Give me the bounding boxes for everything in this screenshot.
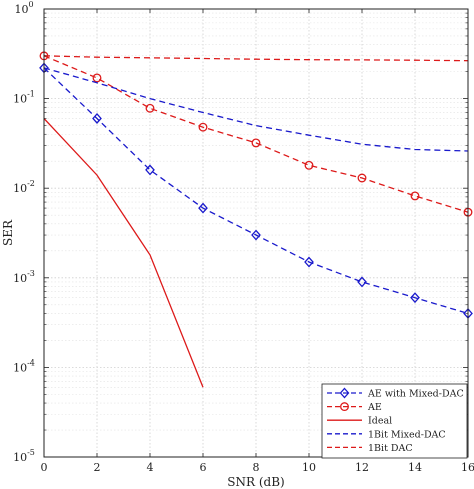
data-point xyxy=(251,229,261,241)
legend-item: 1Bit DAC xyxy=(327,443,413,454)
series-line xyxy=(43,67,469,315)
data-point xyxy=(198,122,208,132)
x-tick-label: 6 xyxy=(200,461,207,474)
series-1bit-dac xyxy=(43,55,469,62)
y-tick-label: 10-5 xyxy=(13,448,35,464)
legend-label: AE with Mixed-DAC xyxy=(367,389,464,400)
legend-label: 1Bit Mixed-DAC xyxy=(368,429,446,440)
y-tick-label: 10-3 xyxy=(13,269,35,285)
x-axis-label: SNR (dB) xyxy=(227,475,284,489)
data-point xyxy=(357,173,367,183)
y-tick-label: 10-4 xyxy=(13,358,35,374)
series-line xyxy=(43,55,469,213)
y-tick-label: 100 xyxy=(14,0,33,16)
data-point xyxy=(410,292,420,304)
legend-item: AE with Mixed-DAC xyxy=(327,387,464,400)
data-point xyxy=(304,160,314,170)
legend-item: AE xyxy=(327,402,382,413)
legend-label: 1Bit DAC xyxy=(368,443,413,454)
axis-ticks: 0 2 4 6 8 10 12 14 16 100 10-1 10-2 10-3 10-4 10-5 xyxy=(13,0,474,474)
data-point xyxy=(357,276,367,288)
data-point xyxy=(410,191,420,201)
x-tick-label: 14 xyxy=(408,461,422,474)
x-tick-label: 12 xyxy=(355,461,369,474)
x-tick-label: 0 xyxy=(41,461,48,474)
x-tick-label: 10 xyxy=(302,461,316,474)
data-point xyxy=(145,103,155,113)
legend: AE with Mixed-DAC AE Ideal 1Bit Mixed-DAC 1B… xyxy=(321,383,468,459)
x-tick-label: 2 xyxy=(94,461,101,474)
series-1bit-mixed-dac xyxy=(43,67,469,152)
grid xyxy=(43,8,469,458)
series-line xyxy=(43,67,469,152)
x-tick-label: 4 xyxy=(147,461,154,474)
series-line xyxy=(43,118,204,388)
x-tick-label: 16 xyxy=(461,461,474,474)
legend-marker xyxy=(339,387,350,399)
plot-series xyxy=(39,51,473,388)
y-tick-label: 10-1 xyxy=(13,90,35,106)
data-point xyxy=(92,112,102,124)
y-axis-label: SER xyxy=(1,219,15,246)
data-point xyxy=(304,256,314,268)
series-ideal xyxy=(43,118,204,388)
legend-label: AE xyxy=(367,402,382,413)
x-tick-label: 8 xyxy=(253,461,260,474)
legend-item: 1Bit Mixed-DAC xyxy=(327,429,446,440)
data-point xyxy=(92,73,102,83)
series-line xyxy=(43,55,469,62)
y-tick-label: 10-2 xyxy=(13,179,35,195)
data-point xyxy=(198,202,208,214)
data-point xyxy=(145,164,155,176)
legend-marker xyxy=(340,402,349,412)
legend-label: Ideal xyxy=(368,416,392,427)
legend-item: Ideal xyxy=(327,416,392,427)
data-point xyxy=(251,138,261,148)
